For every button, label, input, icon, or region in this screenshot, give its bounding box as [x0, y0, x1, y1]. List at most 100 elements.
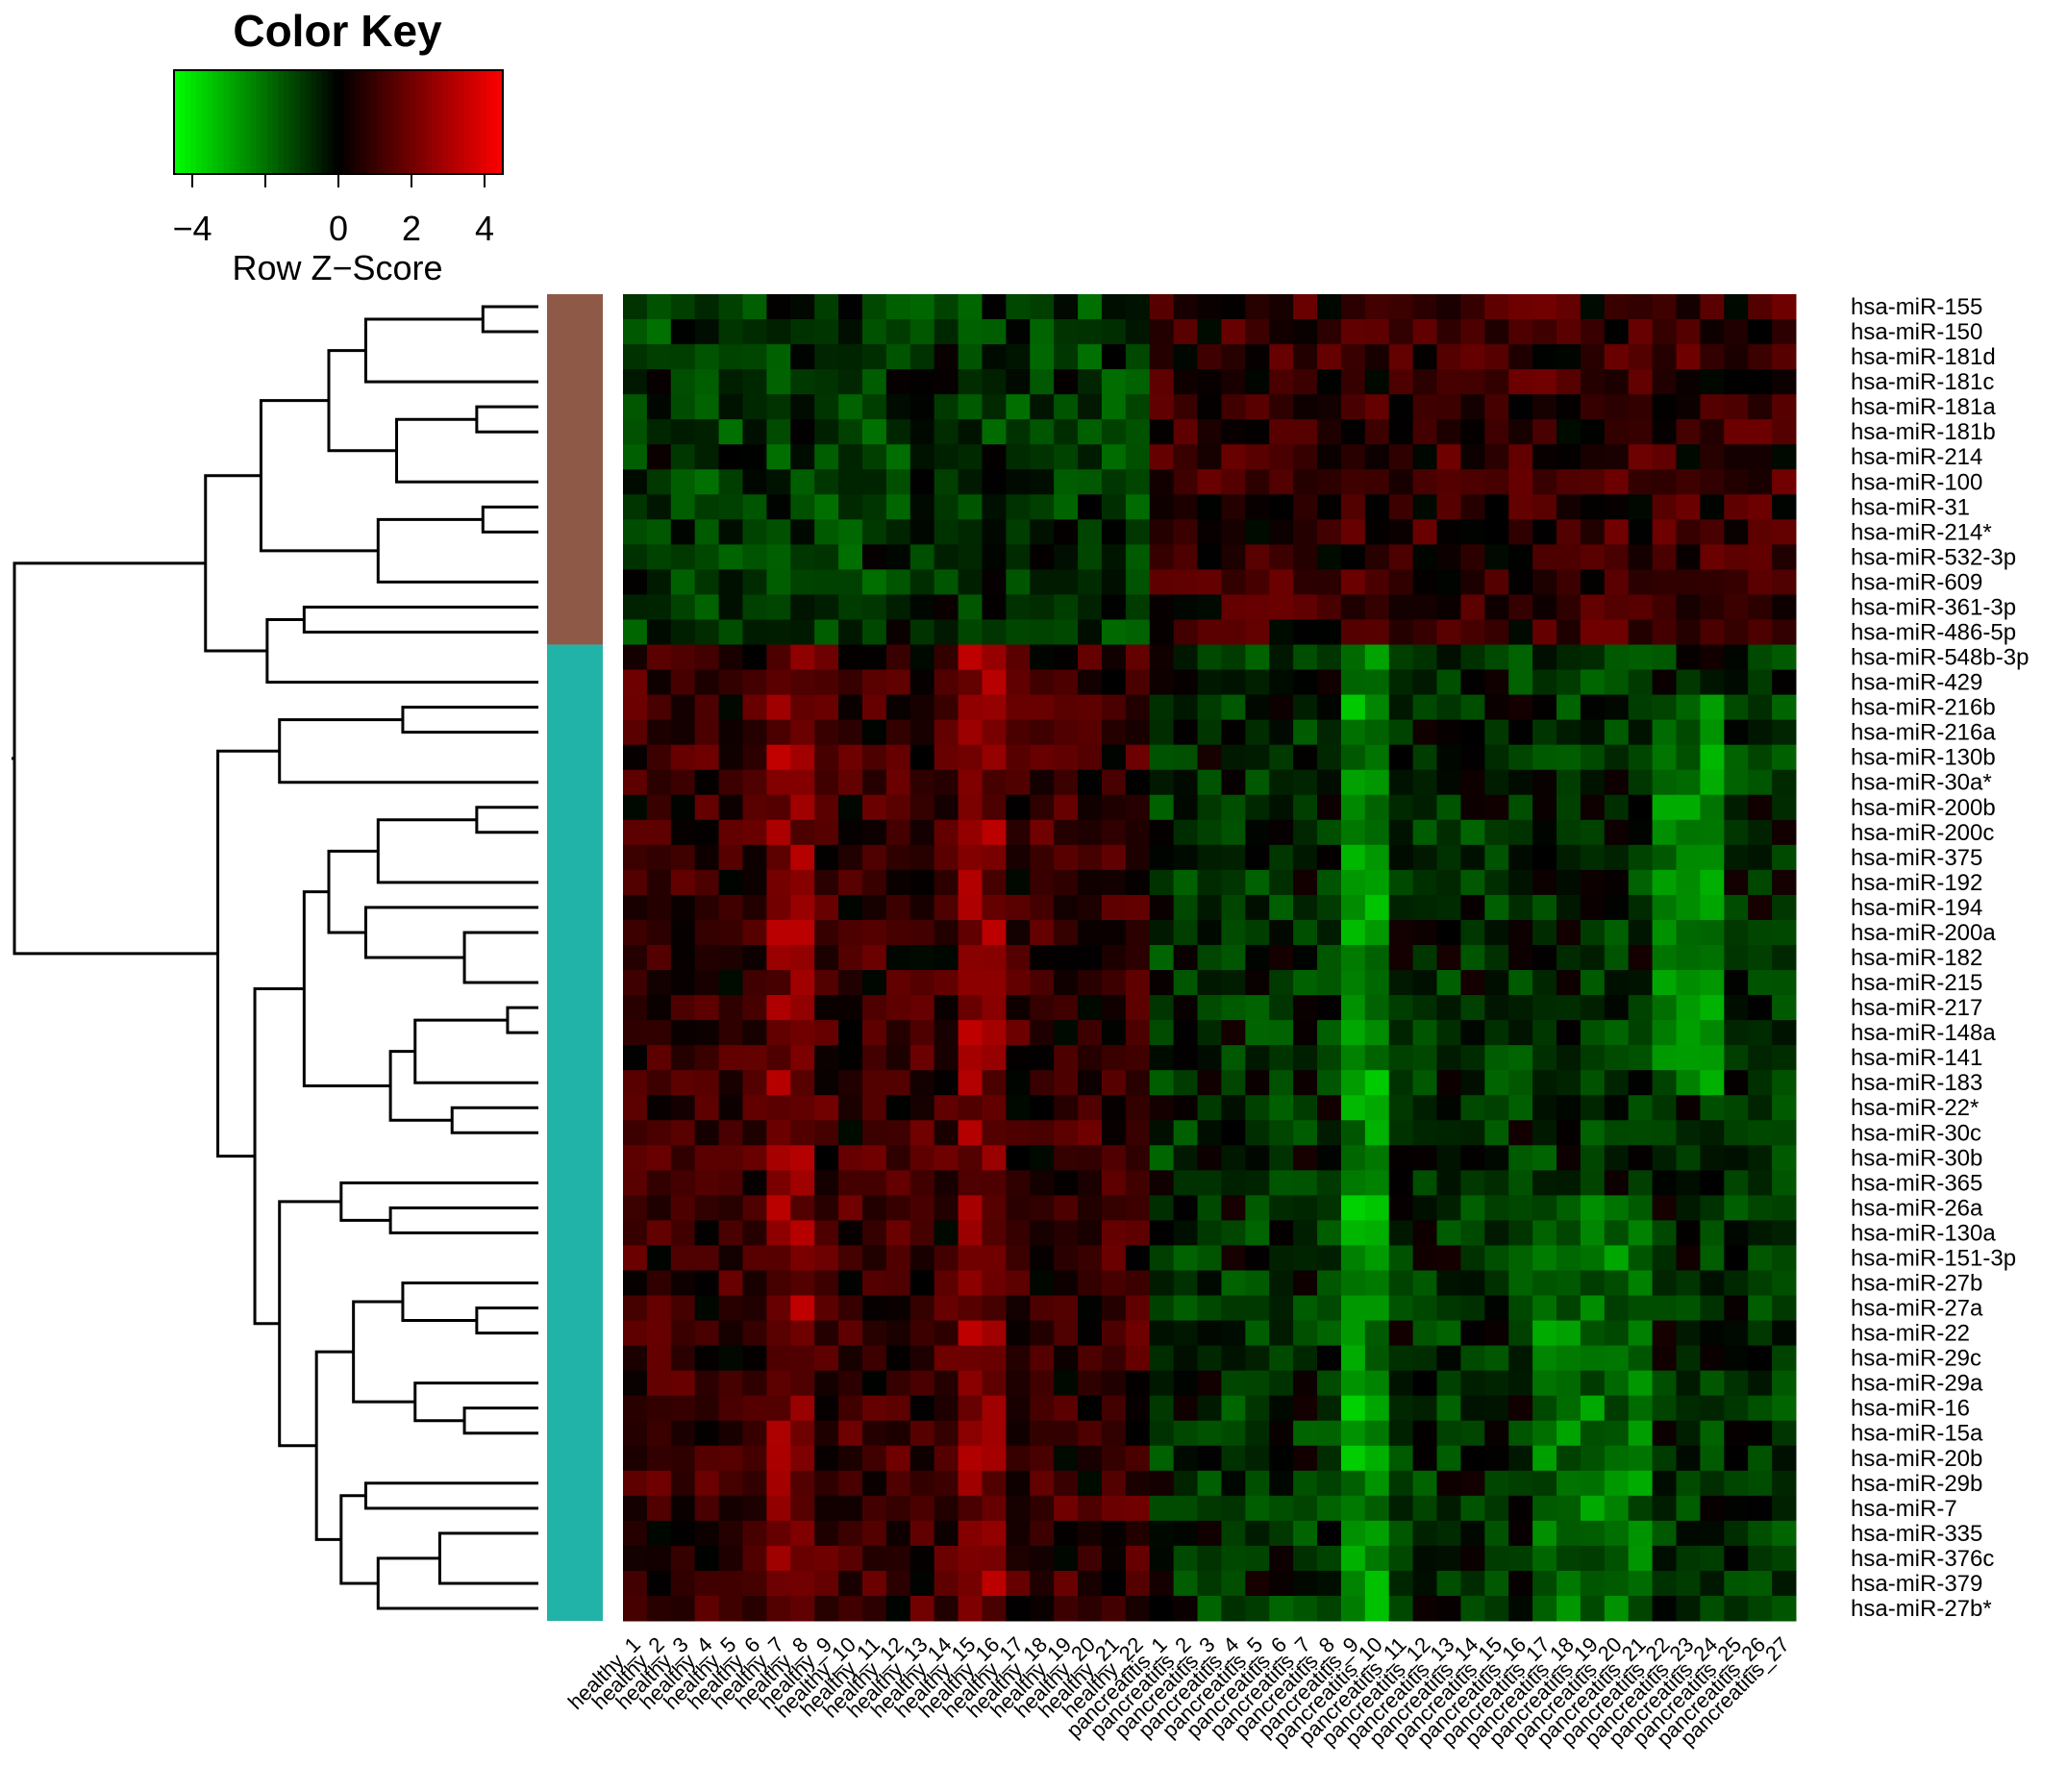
heatmap-cell — [861, 769, 887, 796]
heatmap-cell — [885, 344, 911, 370]
heatmap-cell — [1364, 1070, 1390, 1096]
heatmap-cell — [742, 669, 767, 696]
heatmap-cell — [814, 819, 839, 846]
heatmap-cell — [1772, 944, 1797, 971]
heatmap-cell — [1101, 294, 1127, 320]
heatmap-cell — [1293, 1295, 1318, 1322]
heatmap-cell — [909, 1220, 935, 1246]
heatmap-cell — [982, 1020, 1007, 1046]
heatmap-cell — [838, 894, 863, 921]
heatmap-cell — [1317, 519, 1342, 545]
heatmap-cell — [694, 944, 720, 971]
heatmap-cell — [1508, 469, 1533, 495]
heatmap-cell — [1412, 1045, 1438, 1071]
heatmap-cell — [838, 1520, 863, 1547]
heatmap-cell — [1101, 594, 1127, 620]
heatmap-cell — [1676, 1470, 1701, 1497]
heatmap-cell — [646, 1595, 672, 1622]
heatmap-cell — [1388, 1195, 1414, 1221]
heatmap-cell — [1054, 944, 1079, 971]
heatmap-cell — [958, 1320, 983, 1347]
heatmap-cell — [1173, 1270, 1199, 1297]
heatmap-cell — [1245, 469, 1270, 495]
heatmap-cell — [1197, 1570, 1222, 1597]
heatmap-cell — [1006, 544, 1031, 570]
heatmap-cell — [1652, 1195, 1678, 1221]
heatmap-cell — [1532, 1420, 1557, 1447]
heatmap-cell — [1006, 1470, 1031, 1497]
heatmap-cell — [909, 744, 935, 771]
heatmap-cell — [1006, 1570, 1031, 1597]
heatmap-cell — [1149, 1170, 1175, 1196]
heatmap-cell — [766, 1245, 791, 1271]
heatmap-cell — [1532, 995, 1557, 1021]
heatmap-cell — [1149, 294, 1175, 320]
heatmap-cell — [742, 869, 767, 896]
heatmap-cell — [1221, 1145, 1246, 1171]
heatmap-cell — [1006, 970, 1031, 996]
heatmap-cell — [1676, 1370, 1701, 1397]
heatmap-cell — [718, 1470, 743, 1497]
heatmap-cell — [1748, 419, 1773, 445]
heatmap-cell — [1580, 744, 1606, 771]
heatmap-cell — [1340, 1370, 1366, 1397]
heatmap-cell — [838, 1595, 863, 1622]
heatmap-cell — [1364, 644, 1390, 671]
heatmap-cell — [1388, 1545, 1414, 1572]
heatmap-cell — [934, 1545, 959, 1572]
heatmap-cell — [1748, 344, 1773, 370]
heatmap-cell — [1508, 1070, 1533, 1096]
heatmap-cell — [1197, 1595, 1222, 1622]
heatmap-cell — [670, 1220, 696, 1246]
heatmap-cell — [694, 1095, 720, 1121]
heatmap-cell — [1676, 944, 1701, 971]
heatmap-cell — [958, 1470, 983, 1497]
heatmap-cell — [742, 1570, 767, 1597]
heatmap-cell — [1078, 294, 1103, 320]
heatmap-cell — [1700, 369, 1725, 395]
heatmap-cell — [1748, 469, 1773, 495]
heatmap-cell — [934, 569, 959, 595]
heatmap-cell — [1556, 544, 1581, 570]
color-key-step — [420, 70, 427, 174]
heatmap-cell — [1460, 1295, 1485, 1322]
heatmap-cell — [1748, 1145, 1773, 1171]
heatmap-cell — [1724, 1195, 1749, 1221]
heatmap-cell — [1652, 494, 1678, 520]
color-key-step — [174, 70, 181, 174]
heatmap-cell — [1293, 419, 1318, 445]
heatmap-cells — [623, 294, 1797, 1622]
heatmap-cell — [1412, 894, 1438, 921]
heatmap-cell — [1006, 1520, 1031, 1547]
row-label: hsa-miR-548b-3p — [1851, 645, 2029, 671]
heatmap-cell — [670, 744, 696, 771]
heatmap-cell — [694, 694, 720, 721]
heatmap-cell — [958, 519, 983, 545]
heatmap-cell — [909, 369, 935, 395]
row-label: hsa-miR-30b — [1851, 1145, 1982, 1171]
heatmap-cell — [766, 494, 791, 520]
heatmap-cell — [623, 319, 648, 345]
heatmap-cell — [742, 1020, 767, 1046]
heatmap-cell — [1556, 294, 1581, 320]
heatmap-cell — [1245, 1470, 1270, 1497]
heatmap-cell — [1604, 1395, 1630, 1422]
heatmap-cell — [1556, 369, 1581, 395]
heatmap-cell — [1772, 1045, 1797, 1071]
heatmap-cell — [1054, 644, 1079, 671]
heatmap-cell — [1508, 569, 1533, 595]
heatmap-cell — [1508, 594, 1533, 620]
heatmap-cell — [1676, 1270, 1701, 1297]
heatmap-cell — [1412, 1570, 1438, 1597]
heatmap-cell — [1628, 544, 1654, 570]
heatmap-cell — [646, 1220, 672, 1246]
heatmap-cell — [1724, 1470, 1749, 1497]
heatmap-cell — [1604, 469, 1630, 495]
heatmap-cell — [1388, 544, 1414, 570]
heatmap-cell — [838, 1495, 863, 1522]
heatmap-cell — [1580, 1420, 1606, 1447]
heatmap-cell — [1125, 569, 1151, 595]
color-key-step — [250, 70, 258, 174]
heatmap-cell — [1364, 1245, 1390, 1271]
heatmap-cell — [1484, 344, 1509, 370]
